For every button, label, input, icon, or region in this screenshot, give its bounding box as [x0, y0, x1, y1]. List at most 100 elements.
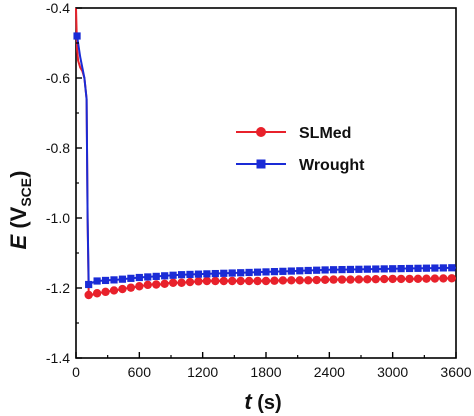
marker-wrought	[296, 267, 304, 275]
marker-slmed	[219, 276, 228, 286]
marker-wrought	[211, 269, 219, 278]
marker-wrought	[152, 272, 160, 280]
marker-slmed	[430, 274, 440, 283]
marker-wrought	[245, 268, 253, 277]
marker-wrought	[389, 265, 397, 273]
marker-slmed	[202, 276, 212, 286]
marker-slmed	[447, 274, 456, 283]
marker-wrought	[194, 270, 203, 278]
y-tick-label: -0.4	[46, 0, 70, 16]
marker-wrought	[397, 265, 405, 273]
marker-wrought	[448, 264, 456, 272]
marker-slmed	[405, 274, 414, 284]
marker-slmed	[152, 280, 161, 289]
marker-wrought	[422, 264, 431, 272]
ticks-layer: 0 600 1200 1800 2400 3000 3600 -1.4 -1.2 -1.0 -0.8…	[46, 0, 472, 380]
marker-wrought	[439, 264, 447, 272]
marker-slmed	[126, 283, 136, 292]
marker-wrought	[228, 269, 236, 277]
marker-wrought	[338, 265, 346, 274]
y-tick-label: -1.0	[46, 210, 70, 226]
series-line-slmed	[75, 7, 457, 296]
y-axis-title-sub: SCE	[18, 178, 34, 207]
marker-wrought	[270, 268, 279, 276]
marker-wrought	[431, 264, 439, 272]
y-axis-title-open: (V	[6, 206, 31, 234]
marker-wrought	[73, 32, 81, 40]
x-axis-title-main: t	[244, 389, 253, 414]
legend-label-wrought: Wrought	[299, 157, 365, 174]
marker-slmed	[143, 280, 152, 290]
marker-slmed	[304, 276, 313, 285]
legend-marker-slmed	[256, 127, 266, 137]
marker-slmed	[177, 278, 186, 287]
marker-wrought	[363, 265, 371, 273]
marker-slmed	[236, 276, 245, 286]
marker-slmed	[244, 276, 254, 286]
marker-slmed	[371, 274, 380, 284]
y-tick-label: -1.2	[46, 280, 70, 296]
x-axis-title: t (s)	[244, 389, 281, 414]
marker-wrought	[203, 270, 211, 278]
marker-slmed	[320, 275, 330, 284]
marker-slmed	[413, 274, 423, 284]
legend-item-slmed: SLMed	[236, 125, 351, 142]
marker-wrought	[169, 271, 177, 279]
marker-wrought	[253, 268, 262, 276]
marker-wrought	[93, 277, 101, 285]
series-line-wrought	[76, 35, 457, 287]
marker-wrought	[144, 273, 152, 281]
marker-slmed	[253, 276, 262, 286]
marker-wrought	[135, 273, 143, 282]
marker-wrought	[220, 269, 228, 277]
marker-wrought	[118, 275, 127, 283]
plot-area	[75, 7, 457, 359]
x-tick-label: 1800	[250, 364, 281, 380]
marker-slmed	[84, 290, 93, 300]
y-axis-title: E (VSCE)	[6, 171, 34, 250]
x-axis-title-unit: (s)	[252, 392, 282, 414]
marker-wrought	[177, 271, 186, 279]
x-tick-label: 2400	[314, 364, 345, 380]
marker-slmed	[270, 276, 279, 285]
marker-wrought	[321, 266, 329, 274]
marker-wrought	[287, 267, 295, 275]
y-tick-label: -1.4	[46, 350, 70, 366]
marker-slmed	[118, 284, 127, 294]
marker-slmed	[312, 275, 321, 285]
marker-wrought	[355, 265, 363, 273]
marker-wrought	[372, 265, 380, 273]
marker-slmed	[439, 274, 448, 283]
marker-wrought	[262, 268, 270, 276]
marker-slmed	[168, 278, 178, 287]
x-tick-label: 0	[72, 364, 80, 380]
y-axis-title-main: E	[6, 233, 31, 249]
marker-wrought	[161, 272, 169, 280]
marker-slmed	[278, 276, 288, 285]
plot-frame	[75, 7, 457, 359]
marker-slmed	[109, 286, 119, 295]
marker-wrought	[186, 270, 194, 279]
marker-wrought	[127, 274, 135, 282]
marker-slmed	[346, 275, 355, 284]
marker-wrought	[313, 266, 321, 274]
marker-slmed	[160, 279, 169, 288]
marker-wrought	[380, 265, 388, 273]
marker-slmed	[101, 287, 110, 297]
x-tick-label: 3000	[377, 364, 408, 380]
marker-wrought	[414, 264, 422, 272]
series-layer	[73, 7, 457, 300]
marker-slmed	[380, 274, 389, 284]
marker-slmed	[337, 275, 347, 284]
marker-slmed	[194, 277, 203, 286]
marker-wrought	[110, 276, 118, 284]
marker-slmed	[211, 276, 220, 286]
y-tick-label: -0.6	[46, 70, 70, 86]
marker-wrought	[405, 264, 414, 273]
marker-slmed	[329, 275, 338, 284]
marker-slmed	[261, 276, 271, 286]
marker-slmed	[295, 276, 304, 285]
marker-slmed	[92, 289, 102, 298]
legend-item-wrought: Wrought	[236, 157, 365, 174]
